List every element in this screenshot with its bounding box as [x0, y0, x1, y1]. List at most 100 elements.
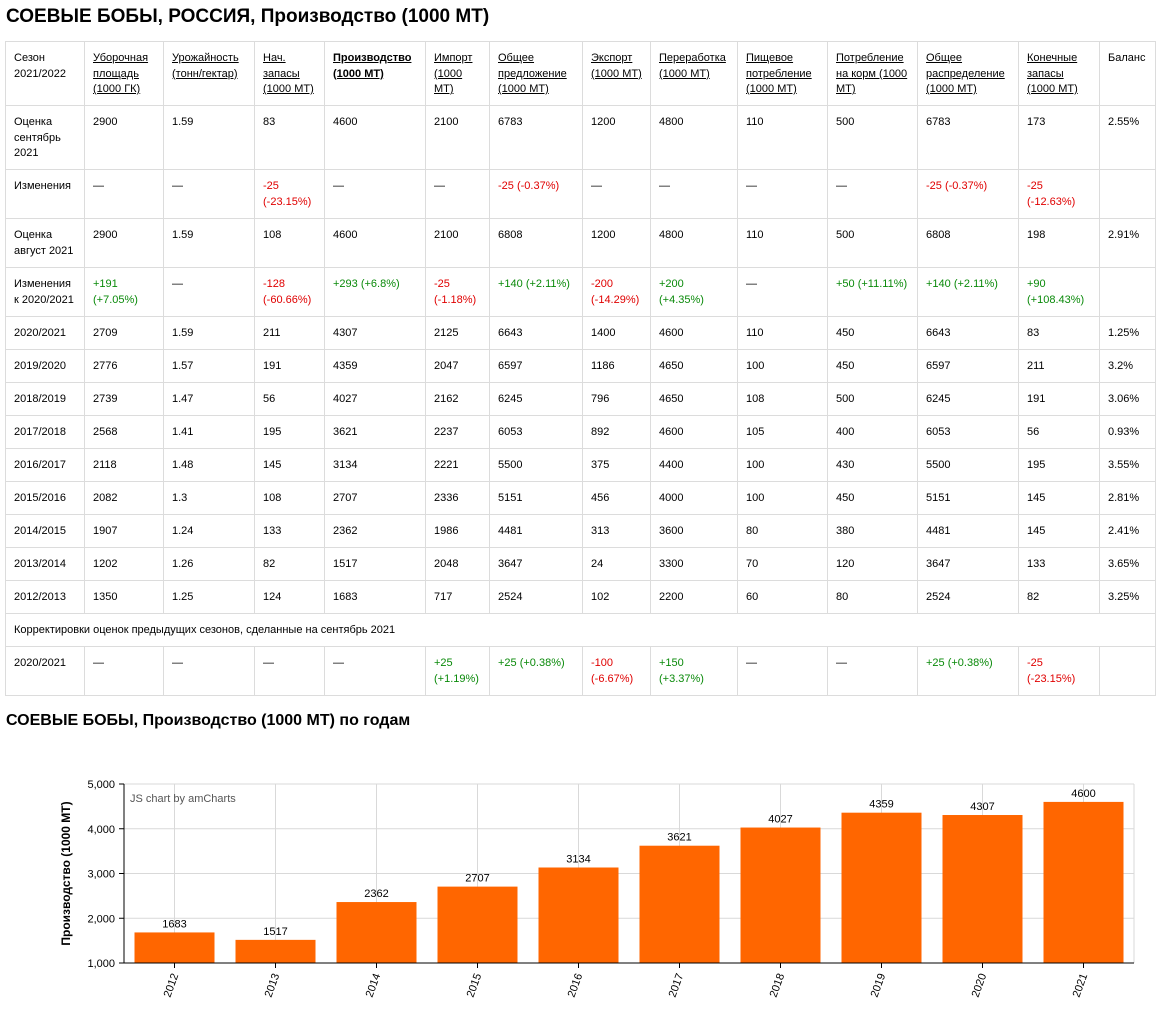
table-cell: +25 (+0.38%) [917, 646, 1019, 696]
header-import-link[interactable]: Импорт (1000 МТ) [425, 41, 490, 106]
header-yield-link[interactable]: Урожайность (тонн/гектар) [163, 41, 255, 106]
table-cell: 4800 [650, 105, 738, 170]
row-label-cell: 2020/2021 [5, 646, 85, 696]
header-ending-stocks-link[interactable]: Конечные запасы (1000 МТ) [1018, 41, 1100, 106]
table-cell: -200 (-14.29%) [582, 267, 651, 317]
table-row: 2016/2017 2118 1.48 145 3134 2221 5500 375 4400 1… [5, 448, 1156, 482]
table-cell: +25 (+0.38%) [489, 646, 583, 696]
table-cell: -25 (-1.18%) [425, 267, 490, 317]
bar-value-label: 4027 [768, 814, 792, 826]
table-cell: 83 [254, 105, 325, 170]
table-row: 2020/2021 2709 1.59 211 4307 2125 6643 1400 4600… [5, 316, 1156, 350]
row-label-cell: 2013/2014 [5, 547, 85, 581]
bar-2018[interactable] [740, 827, 821, 963]
table-cell: 4027 [324, 382, 426, 416]
table-cell: -25 (-12.63%) [1018, 169, 1100, 219]
table-cell: 4400 [650, 448, 738, 482]
table-cell: 133 [254, 514, 325, 548]
row-label-cell: 2014/2015 [5, 514, 85, 548]
header-area-link[interactable]: Уборочная площадь (1000 ГК) [84, 41, 164, 106]
table-cell: 796 [582, 382, 651, 416]
table-cell: 2082 [84, 481, 164, 515]
table-cell: — [425, 169, 490, 219]
table-cell: 3300 [650, 547, 738, 581]
header-total-supply-link[interactable]: Общее предложение (1000 МТ) [489, 41, 583, 106]
table-cell: -25 (-0.37%) [917, 169, 1019, 219]
bar-2014[interactable] [336, 902, 417, 963]
table-cell: 2776 [84, 349, 164, 383]
table-cell: 70 [737, 547, 828, 581]
table-row: Оценка сентябрь 2021 2900 1.59 83 4600 2100 67… [5, 105, 1156, 170]
table-cell: 60 [737, 580, 828, 614]
bar-2013[interactable] [235, 939, 316, 963]
x-tick-label: 2013 [263, 972, 283, 999]
table-cell: 717 [425, 580, 490, 614]
table-cell: 1517 [324, 547, 426, 581]
table-cell: 4307 [324, 316, 426, 350]
row-label-cell: 2012/2013 [5, 580, 85, 614]
bar-2015[interactable] [437, 886, 518, 963]
y-tick-label: 5,000 [87, 779, 115, 791]
table-cell: — [582, 169, 651, 219]
x-tick-label: 2017 [667, 972, 687, 999]
table-row: 2018/2019 2739 1.47 56 4027 2162 6245 796 4650 10… [5, 382, 1156, 416]
bar-2017[interactable] [639, 845, 720, 963]
table-cell: 1200 [582, 218, 651, 268]
table-cell: 2100 [425, 105, 490, 170]
header-total-distribution-link[interactable]: Общее распределение (1000 МТ) [917, 41, 1019, 106]
row-label-cell: 2018/2019 [5, 382, 85, 416]
table-cell: 1907 [84, 514, 164, 548]
table-cell: 2900 [84, 105, 164, 170]
table-cell: +140 (+2.11%) [489, 267, 583, 317]
bar-2012[interactable] [134, 932, 215, 963]
header-food-use-link[interactable]: Пищевое потребление (1000 МТ) [737, 41, 828, 106]
table-cell: 198 [1018, 218, 1100, 268]
table-cell: 173 [1018, 105, 1100, 170]
table-cell: 24 [582, 547, 651, 581]
bar-2021[interactable] [1043, 801, 1124, 963]
table-cell: 500 [827, 105, 918, 170]
table-cell: 6808 [489, 218, 583, 268]
header-crush-link[interactable]: Переработка (1000 МТ) [650, 41, 738, 106]
table-cell: 450 [827, 481, 918, 515]
x-tick-label: 2018 [768, 972, 788, 999]
table-cell: 4600 [324, 218, 426, 268]
table-cell: — [84, 169, 164, 219]
table-cell: 110 [737, 218, 828, 268]
bar-2019[interactable] [841, 812, 922, 963]
table-cell: 4600 [650, 316, 738, 350]
table-cell: 2125 [425, 316, 490, 350]
table-cell: 4800 [650, 218, 738, 268]
header-beginning-stocks-link[interactable]: Нач. запасы (1000 МТ) [254, 41, 325, 106]
header-feed-use-link[interactable]: Потребление на корм (1000 МТ) [827, 41, 918, 106]
table-cell: 1.25% [1099, 316, 1156, 350]
table-cell: 2739 [84, 382, 164, 416]
table-cell: 145 [254, 448, 325, 482]
table-cell: 191 [254, 349, 325, 383]
correction-row: 2020/2021— — — — +25 (+1.19%) +25 (+0.38%) -10… [5, 646, 1156, 696]
y-tick-label: 2,000 [87, 913, 115, 925]
header-export-link[interactable]: Экспорт (1000 МТ) [582, 41, 651, 106]
table-cell: 500 [827, 218, 918, 268]
table-cell: 6245 [917, 382, 1019, 416]
table-cell: 1.24 [163, 514, 255, 548]
bar-2016[interactable] [538, 867, 619, 963]
amcharts-credit-link[interactable]: JS chart by amCharts [130, 793, 236, 805]
row-label-cell: Изменения [5, 169, 85, 219]
x-tick-label: 2021 [1071, 972, 1091, 999]
row-label-cell: 2019/2020 [5, 349, 85, 383]
table-cell: 2221 [425, 448, 490, 482]
table-cell: — [163, 646, 255, 696]
header-production-link[interactable]: Производство (1000 МТ) [324, 41, 426, 106]
table-cell: 2.91% [1099, 218, 1156, 268]
table-cell: 108 [737, 382, 828, 416]
corrections-note: Корректировки оценок предыдущих сезонов,… [5, 613, 1156, 647]
table-cell: 1.25 [163, 580, 255, 614]
bar-2020[interactable] [942, 815, 1023, 963]
table-cell: — [84, 646, 164, 696]
production-bar-chart: 1,000 2,000 3,000 4,000 5,000 1683 2012 1517 201… [0, 740, 1159, 1016]
table-cell: — [163, 267, 255, 317]
table-cell: — [163, 169, 255, 219]
bar-value-label: 4307 [970, 801, 994, 813]
table-cell: 6245 [489, 382, 583, 416]
